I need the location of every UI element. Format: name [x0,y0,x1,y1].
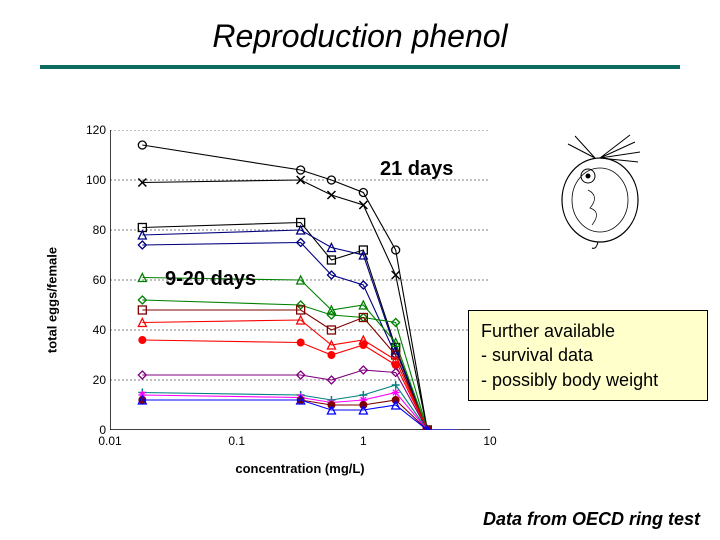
x-tick-label: 0.01 [98,434,121,448]
data-credit: Data from OECD ring test [483,509,700,530]
annotation-21-days: 21 days [380,158,453,181]
x-tick-label: 0.1 [228,434,245,448]
y-tick-label: 100 [78,173,106,187]
x-tick-label: 10 [483,434,496,448]
title-underline [40,65,680,69]
y-tick-label: 120 [78,123,106,137]
info-box: Further available - survival data - poss… [468,310,708,401]
info-line-2: - survival data [481,343,695,367]
info-line-1: Further available [481,319,695,343]
y-tick-label: 40 [78,323,106,337]
y-tick-label: 60 [78,273,106,287]
x-axis-label: concentration (mg/L) [110,461,490,476]
y-axis-label: total eggs/female [45,247,60,353]
y-tick-label: 80 [78,223,106,237]
y-tick-label: 20 [78,373,106,387]
daphnia-illustration [540,130,660,250]
info-line-3: - possibly body weight [481,368,695,392]
daphnia-icon [540,130,660,250]
x-tick-label: 1 [360,434,367,448]
annotation-9-20-days: 9-20 days [165,268,256,291]
slide-title: Reproduction phenol [0,0,720,55]
